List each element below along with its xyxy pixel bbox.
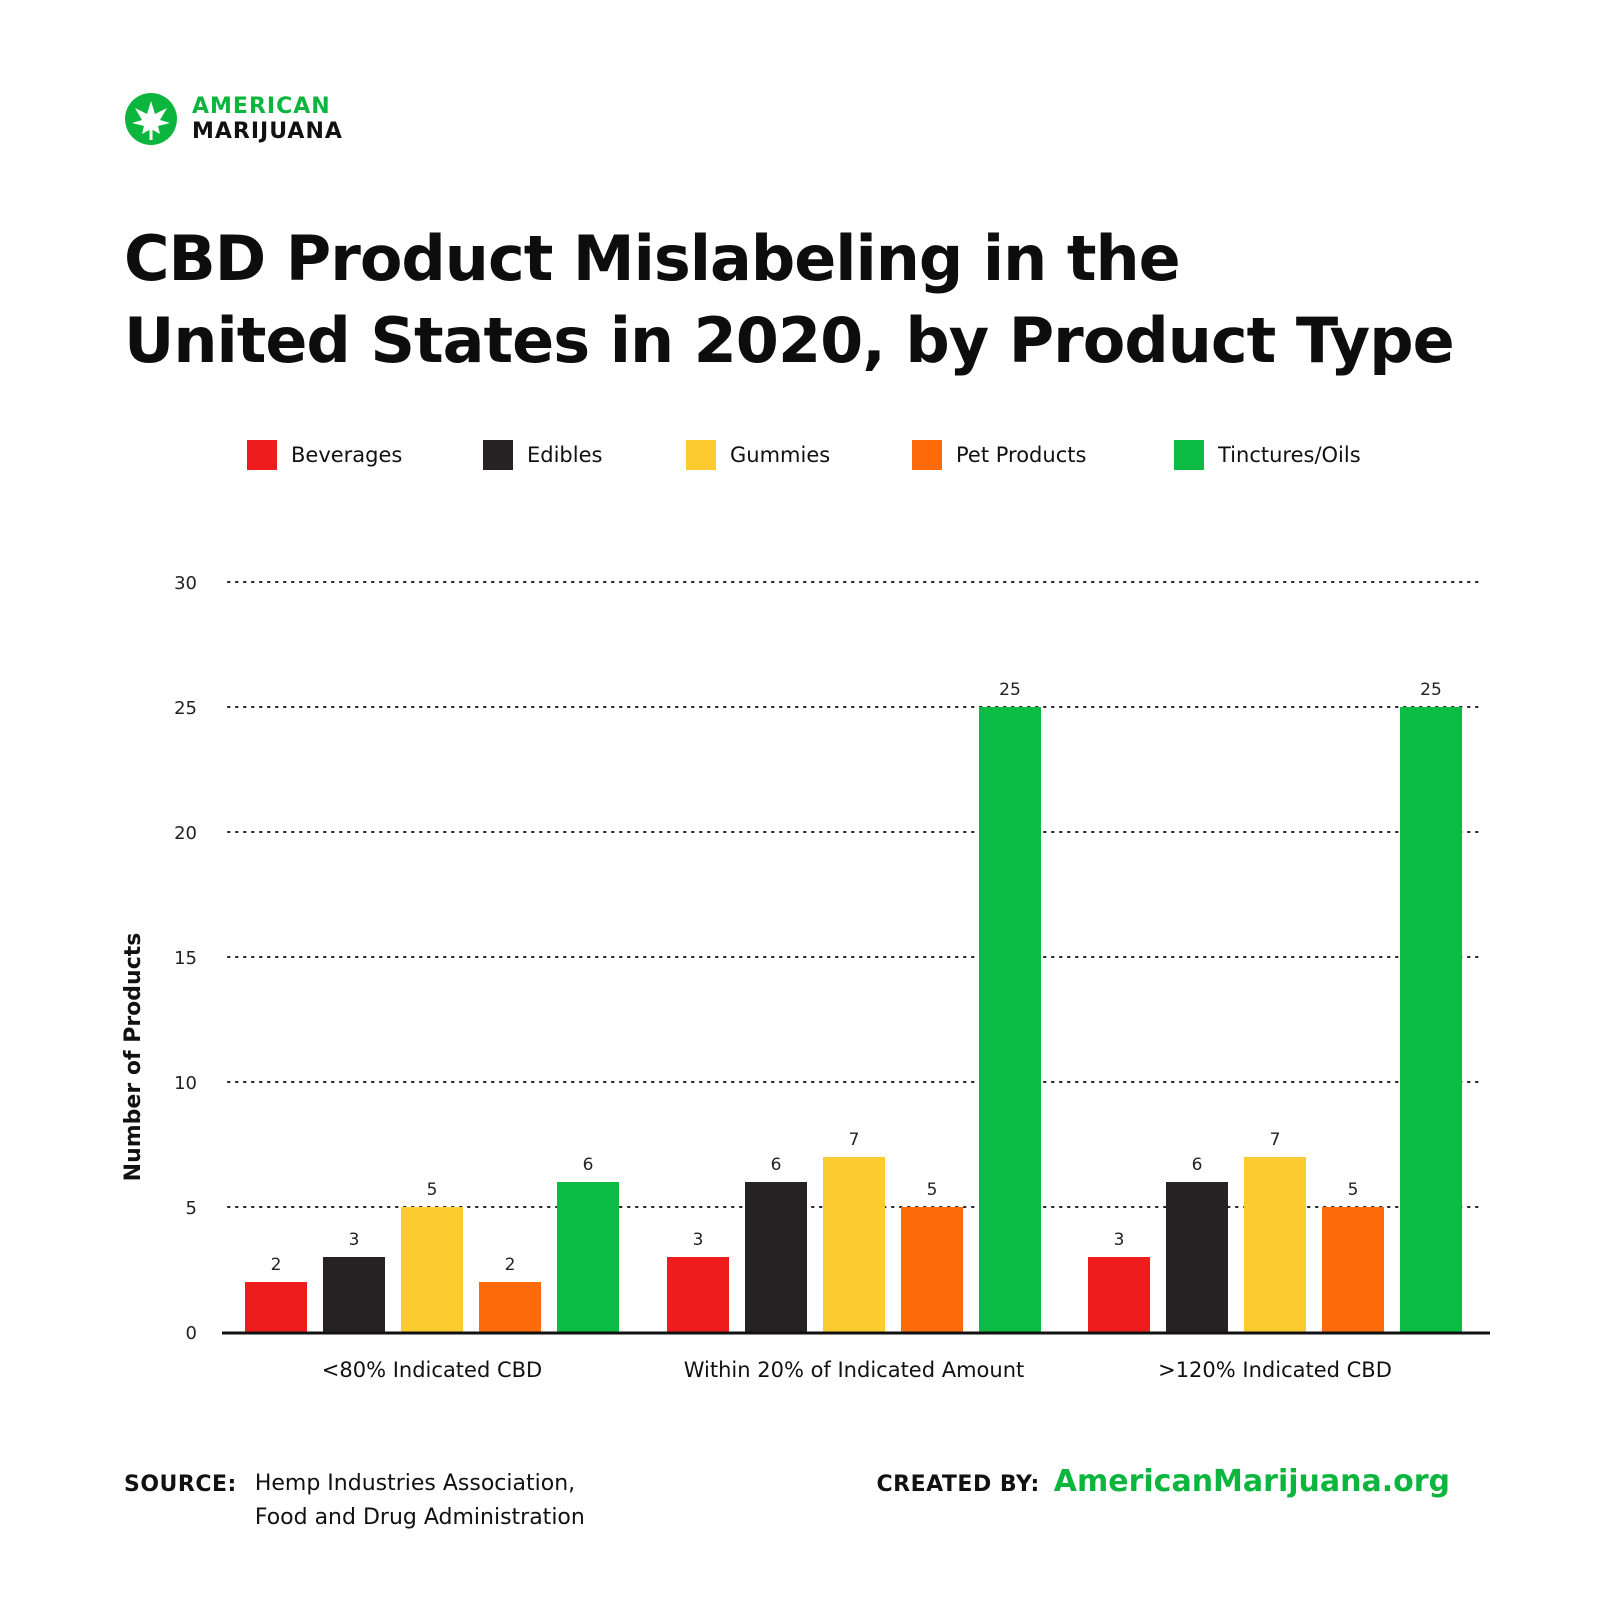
y-tick-label: 15 bbox=[174, 948, 197, 969]
data-label: 5 bbox=[427, 1180, 438, 1200]
data-label: 6 bbox=[1192, 1155, 1203, 1175]
bar bbox=[1088, 1257, 1150, 1332]
bar bbox=[1400, 707, 1462, 1332]
bar bbox=[557, 1182, 619, 1332]
data-label: 3 bbox=[349, 1230, 360, 1250]
bar bbox=[245, 1282, 307, 1332]
x-category-label: <80% Indicated CBD bbox=[322, 1358, 542, 1382]
legend-label: Gummies bbox=[730, 443, 831, 467]
title-line-1: CBD Product Mislabeling in the bbox=[124, 222, 1181, 295]
data-label: 6 bbox=[771, 1155, 782, 1175]
y-tick-label: 10 bbox=[174, 1073, 197, 1094]
data-label: 2 bbox=[271, 1255, 282, 1275]
bar bbox=[1322, 1207, 1384, 1332]
bar bbox=[823, 1157, 885, 1332]
brand-logo: AMERICAN MARIJUANA bbox=[124, 92, 343, 146]
legend-item: Edibles bbox=[483, 440, 602, 470]
data-label: 3 bbox=[1114, 1230, 1125, 1250]
y-tick-label: 20 bbox=[174, 823, 197, 844]
logo-wordmark: AMERICAN MARIJUANA bbox=[192, 93, 343, 144]
bar bbox=[323, 1257, 385, 1332]
y-tick-label: 30 bbox=[174, 573, 197, 594]
logo-line-2: MARIJUANA bbox=[192, 118, 343, 144]
x-category-label: >120% Indicated CBD bbox=[1158, 1358, 1392, 1382]
data-label: 7 bbox=[1270, 1130, 1281, 1150]
legend-swatch bbox=[247, 440, 277, 470]
data-label: 6 bbox=[583, 1155, 594, 1175]
title-line-2: United States in 2020, by Product Type bbox=[124, 304, 1455, 377]
legend-swatch bbox=[686, 440, 716, 470]
created-by-credit: CREATED BY: AmericanMarijuana.org bbox=[876, 1464, 1450, 1499]
legend-label: Tinctures/Oils bbox=[1218, 443, 1361, 467]
legend-swatch bbox=[1174, 440, 1204, 470]
page-title: CBD Product Mislabeling in the United St… bbox=[124, 218, 1455, 382]
legend-swatch bbox=[912, 440, 942, 470]
legend-item: Gummies bbox=[686, 440, 830, 470]
legend-item: Tinctures/Oils bbox=[1174, 440, 1361, 470]
source-credit: SOURCE: Hemp Industries Association, Foo… bbox=[124, 1471, 585, 1535]
bar bbox=[479, 1282, 541, 1332]
source-label: SOURCE: bbox=[124, 1472, 237, 1497]
data-label: 3 bbox=[693, 1230, 704, 1250]
legend-swatch bbox=[483, 440, 513, 470]
bar bbox=[401, 1207, 463, 1332]
y-tick-label: 0 bbox=[186, 1323, 197, 1344]
data-label: 2 bbox=[505, 1255, 516, 1275]
data-label: 5 bbox=[927, 1180, 938, 1200]
legend-label: Pet Products bbox=[956, 443, 1087, 467]
x-category-label: Within 20% of Indicated Amount bbox=[684, 1358, 1025, 1382]
created-by-label: CREATED BY: bbox=[876, 1472, 1040, 1497]
y-tick-label: 5 bbox=[186, 1198, 197, 1219]
bar bbox=[667, 1257, 729, 1332]
legend-item: Pet Products bbox=[912, 440, 1086, 470]
legend-item: Beverages bbox=[247, 440, 402, 470]
y-tick-label: 25 bbox=[174, 698, 197, 719]
chart-legend: Beverages Edibles Gummies Pet Products Tinct… bbox=[0, 440, 1600, 480]
legend-label: Beverages bbox=[291, 443, 403, 467]
source-line-1: Hemp Industries Association, bbox=[254, 1471, 576, 1496]
created-by-site[interactable]: AmericanMarijuana.org bbox=[1053, 1464, 1450, 1499]
data-label: 25 bbox=[999, 680, 1021, 700]
source-line-2: Food and Drug Administration bbox=[254, 1505, 585, 1530]
bar bbox=[745, 1182, 807, 1332]
bar-chart: 0 5 10 15 20 25 30 Number of Products 2 3 5 2 6 <80% … bbox=[121, 573, 1490, 1382]
y-axis-label: Number of Products bbox=[121, 933, 146, 1182]
legend-label: Edibles bbox=[527, 443, 603, 467]
data-label: 25 bbox=[1420, 680, 1442, 700]
bar bbox=[979, 707, 1041, 1332]
bar bbox=[1166, 1182, 1228, 1332]
logo-line-1: AMERICAN bbox=[192, 93, 331, 119]
data-label: 5 bbox=[1348, 1180, 1359, 1200]
bar bbox=[901, 1207, 963, 1332]
leaf-icon bbox=[125, 93, 177, 145]
bar bbox=[1244, 1157, 1306, 1332]
data-label: 7 bbox=[849, 1130, 860, 1150]
